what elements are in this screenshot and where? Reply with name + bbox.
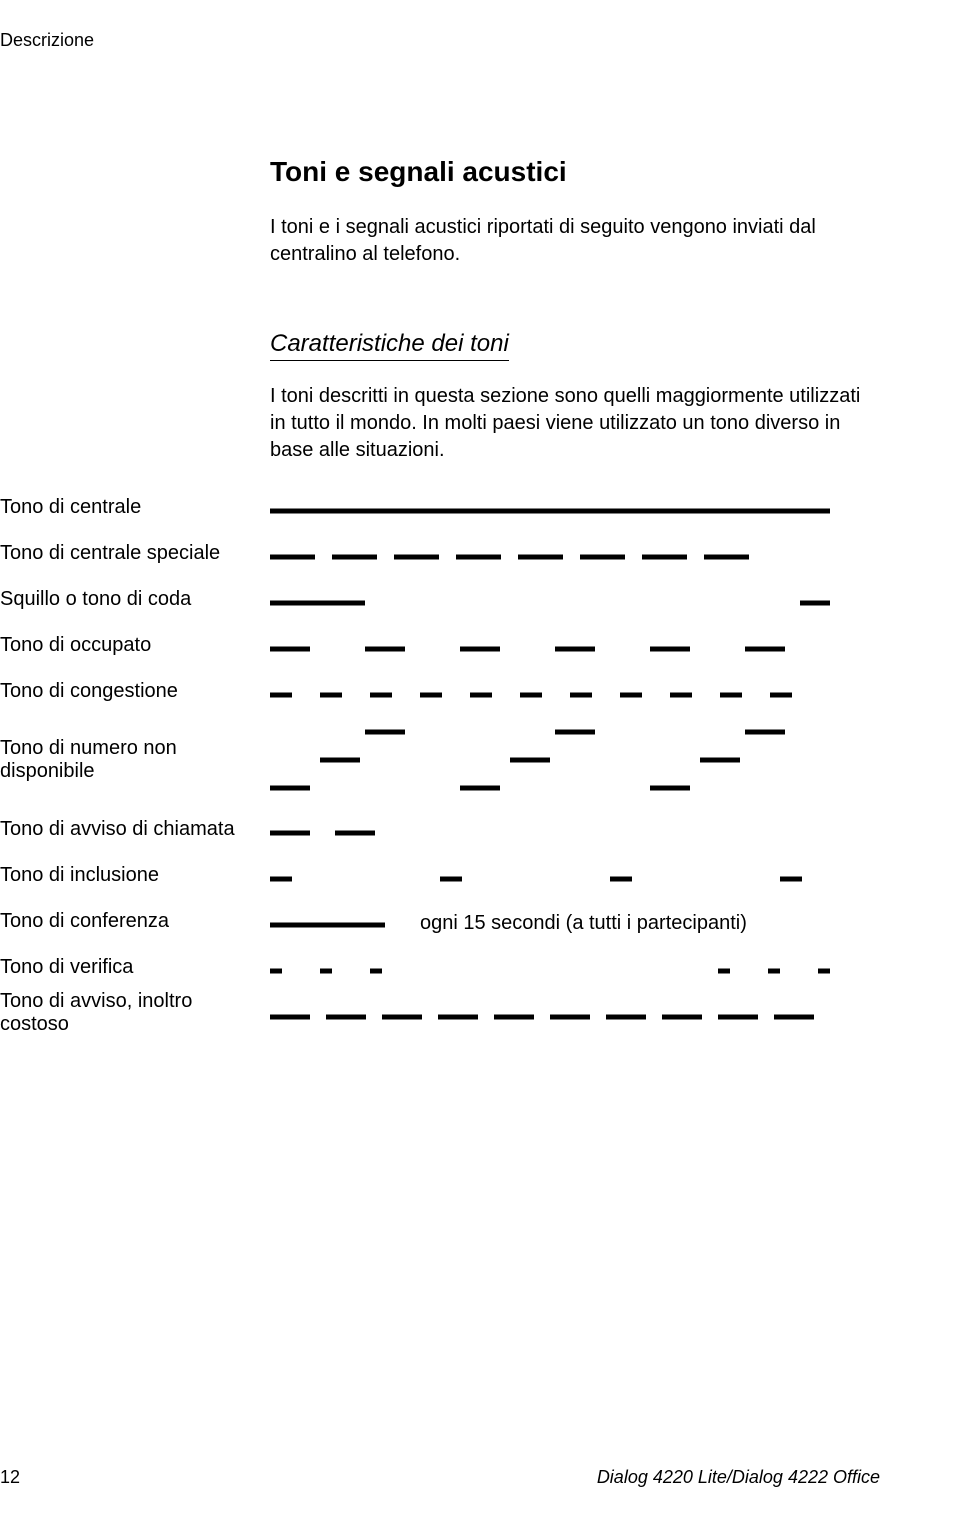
label-verifica: Tono di verifica (0, 956, 270, 979)
label-conferenza: Tono di conferenza (0, 910, 270, 933)
row-avviso-costoso: Tono di avviso, inoltro costoso (0, 990, 880, 1036)
row-congestione: Tono di congestione (0, 668, 880, 714)
label-inclusione: Tono di inclusione (0, 864, 270, 887)
pattern-inclusione (270, 852, 880, 898)
row-non-disponibile: Tono di numero non disponibile (0, 714, 880, 806)
label-non-disponibile: Tono di numero non disponibile (0, 737, 270, 783)
header-section: Descrizione (0, 30, 880, 51)
pattern-non-disponibile (270, 714, 880, 806)
conferenza-note: ogni 15 secondi (a tutti i partecipanti) (420, 912, 747, 935)
intro-text: I toni e i segnali acustici riportati di… (270, 214, 880, 268)
label-centrale-speciale: Tono di centrale speciale (0, 542, 270, 565)
pattern-occupato (270, 622, 880, 668)
label-avviso-costoso: Tono di avviso, inoltro costoso (0, 990, 270, 1036)
row-avviso-chiamata: Tono di avviso di chiamata (0, 806, 880, 852)
pattern-conferenza: ogni 15 secondi (a tutti i partecipanti) (270, 898, 880, 944)
label-occupato: Tono di occupato (0, 634, 270, 657)
footer-doc-title: Dialog 4220 Lite/Dialog 4222 Office (597, 1467, 880, 1488)
row-centrale: Tono di centrale (0, 484, 880, 530)
pattern-congestione (270, 668, 880, 714)
row-verifica: Tono di verifica (0, 944, 880, 990)
subintro-text: I toni descritti in questa sezione sono … (270, 383, 880, 464)
row-conferenza: Tono di conferenza ogni 15 secondi (a tu… (0, 898, 880, 944)
page-footer: 12 Dialog 4220 Lite/Dialog 4222 Office (0, 1467, 880, 1488)
label-coda: Squillo o tono di coda (0, 588, 270, 611)
pattern-centrale-speciale (270, 530, 880, 576)
footer-page-number: 12 (0, 1467, 20, 1488)
pattern-verifica (270, 944, 880, 990)
label-congestione: Tono di congestione (0, 680, 270, 703)
subtitle: Caratteristiche dei toni (270, 330, 509, 361)
pattern-avviso-costoso (270, 990, 880, 1036)
pattern-coda (270, 576, 880, 622)
label-centrale: Tono di centrale (0, 496, 270, 519)
row-centrale-speciale: Tono di centrale speciale (0, 530, 880, 576)
pattern-centrale (270, 484, 880, 530)
label-avviso-chiamata: Tono di avviso di chiamata (0, 818, 270, 841)
row-coda: Squillo o tono di coda (0, 576, 880, 622)
row-occupato: Tono di occupato (0, 622, 880, 668)
pattern-avviso-chiamata (270, 806, 880, 852)
row-inclusione: Tono di inclusione (0, 852, 880, 898)
page-title: Toni e segnali acustici (270, 156, 880, 188)
